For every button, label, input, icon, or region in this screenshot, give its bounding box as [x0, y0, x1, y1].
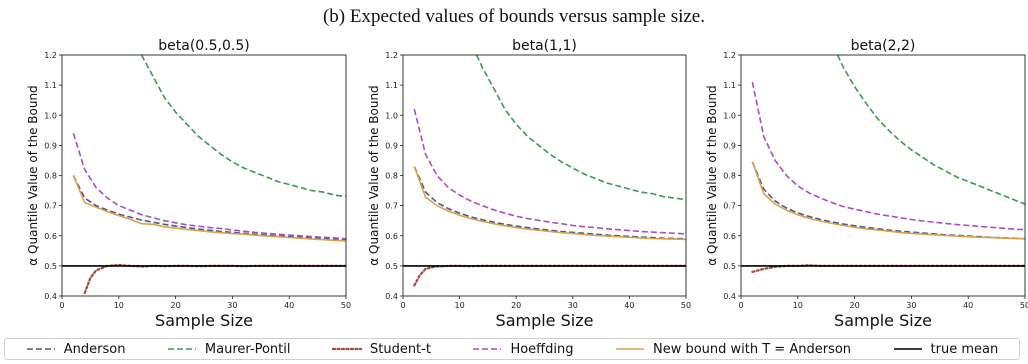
series-line-new-bound-with-t-anderson — [72, 175, 346, 242]
legend-label: New bound with T = Anderson — [652, 341, 852, 357]
x-tick-label: 10 — [793, 301, 803, 310]
series-line-hoeffding — [72, 133, 346, 240]
plot-frame — [61, 54, 347, 297]
x-axis-label: Sample Size — [496, 311, 594, 330]
panel-title: beta(1,1) — [512, 38, 577, 54]
x-tick-label: 10 — [455, 301, 465, 310]
x-axis-label: Sample Size — [155, 311, 253, 330]
legend-label: Maurer-Pontil — [204, 341, 291, 357]
x-tick-label: 30 — [568, 301, 578, 310]
series-line-maurer-pontil — [836, 55, 1025, 205]
legend-item-new-bound-with-t-anderson: New bound with T = Anderson — [615, 342, 851, 357]
legend-label: Anderson — [63, 341, 126, 357]
x-tick-label: 0 — [59, 301, 64, 310]
x-tick-label: 0 — [400, 301, 405, 310]
x-tick-label: 40 — [624, 301, 634, 310]
y-tick-label: 1.1 — [723, 81, 736, 90]
legend-item-student-t: Student-t — [331, 341, 431, 357]
y-tick-label: 0.5 — [44, 262, 57, 271]
series-line-hoeffding — [751, 81, 1025, 231]
x-tick-label: 50 — [341, 301, 351, 310]
legend: Anderson Maurer-Pontil Student-t Hoeffding N… — [4, 338, 1020, 360]
y-tick-label: 0.4 — [44, 292, 57, 301]
y-tick-label: 1.0 — [385, 111, 398, 120]
y-tick-label: 0.7 — [44, 202, 57, 211]
legend-swatch — [26, 348, 55, 350]
y-tick-label: 0.6 — [723, 232, 736, 241]
series-line-hoeffding — [413, 109, 686, 235]
x-axis-label: Sample Size — [834, 311, 932, 330]
chart-panel-3: beta(2,2) 0 10 20 30 40 50 0.4 0.5 0.6 0.7 0.8 0.9 1.… — [705, 38, 1028, 330]
y-tick-label: 1.2 — [44, 51, 57, 60]
y-tick-label: 1.0 — [44, 111, 57, 120]
x-tick-label: 20 — [850, 301, 860, 310]
x-tick-label: 20 — [511, 301, 521, 310]
x-tick-label: 40 — [284, 301, 294, 310]
x-tick-label: 50 — [681, 301, 691, 310]
y-axis-label: α Quantile Value of the Bound — [367, 85, 381, 265]
legend-swatch — [167, 348, 196, 350]
series-line-anderson — [413, 166, 686, 240]
y-tick-label: 1.1 — [385, 81, 398, 90]
y-tick-label: 1.2 — [385, 51, 398, 60]
y-tick-label: 0.5 — [723, 262, 736, 271]
y-axis-label: α Quantile Value of the Bound — [26, 85, 40, 265]
series-line-student-t — [413, 264, 686, 287]
x-tick-label: 20 — [171, 301, 181, 310]
x-tick-label: 10 — [114, 301, 124, 310]
y-tick-label: 0.7 — [723, 202, 736, 211]
panel-title: beta(2,2) — [851, 38, 916, 54]
y-axis-label: α Quantile Value of the Bound — [705, 85, 719, 265]
series-line-new-bound-with-t-anderson — [413, 166, 686, 241]
legend-label: Student-t — [369, 341, 431, 357]
plot-frame — [740, 54, 1026, 297]
x-tick-label: 30 — [227, 301, 237, 310]
y-tick-label: 0.7 — [385, 202, 398, 211]
series-line-anderson — [72, 175, 346, 241]
x-tick-label: 40 — [963, 301, 973, 310]
figure-panels: beta(0.5,0.5) 0 10 20 30 40 50 0.4 0.5 0.6 0.7 0.8 0… — [26, 38, 1028, 330]
legend-item-hoeffding: Hoeffding — [472, 342, 573, 357]
legend-item-anderson: Anderson — [26, 341, 126, 357]
plot-frame — [402, 54, 687, 297]
y-tick-label: 0.9 — [44, 141, 57, 150]
series-line-maurer-pontil — [475, 55, 686, 201]
legend-swatch — [893, 348, 922, 350]
y-tick-label: 0.6 — [385, 232, 398, 241]
y-tick-label: 1.0 — [723, 111, 736, 120]
y-tick-label: 0.9 — [723, 141, 736, 150]
series-line-student-t — [83, 263, 346, 295]
y-tick-label: 0.8 — [44, 172, 57, 181]
y-tick-label: 0.5 — [385, 262, 398, 271]
y-tick-label: 0.8 — [723, 172, 736, 181]
legend-item-maurer-pontil: Maurer-Pontil — [167, 342, 291, 357]
x-tick-label: 50 — [1020, 301, 1028, 310]
series-line-new-bound-with-t-anderson — [751, 161, 1025, 240]
legend-swatch — [331, 347, 362, 351]
y-tick-label: 0.4 — [723, 292, 736, 301]
panel-title: beta(0.5,0.5) — [158, 38, 249, 54]
chart-panel-1: beta(0.5,0.5) 0 10 20 30 40 50 0.4 0.5 0.6 0.7 0.8 0… — [26, 38, 351, 330]
x-tick-label: 30 — [906, 301, 916, 310]
y-tick-label: 0.9 — [385, 141, 398, 150]
legend-swatch — [615, 348, 644, 350]
figure-caption: (b) Expected values of bounds versus sam… — [322, 6, 705, 27]
chart-panel-2: beta(1,1) 0 10 20 30 40 50 0.4 0.5 0.6 0.7 0.8 0.9 1.… — [367, 38, 691, 330]
legend-label: true mean — [930, 341, 999, 357]
y-tick-label: 1.1 — [44, 81, 57, 90]
y-tick-label: 0.4 — [385, 292, 398, 301]
y-tick-label: 0.6 — [44, 232, 57, 241]
legend-item-true-mean: true mean — [893, 341, 999, 357]
x-tick-label: 0 — [738, 301, 743, 310]
y-tick-label: 1.2 — [723, 51, 736, 60]
legend-label: Hoeffding — [510, 341, 574, 357]
legend-swatch — [473, 348, 502, 350]
y-tick-label: 0.8 — [385, 172, 398, 181]
series-line-maurer-pontil — [140, 55, 346, 198]
